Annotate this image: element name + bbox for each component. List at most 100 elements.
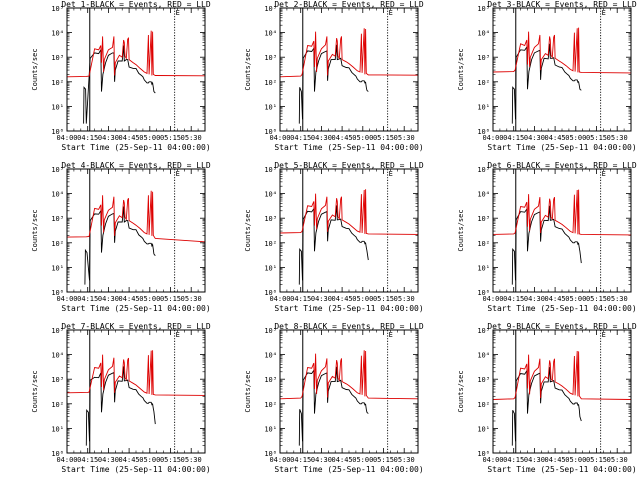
- plot-frame: [66, 168, 206, 293]
- panel-7: Det 7-BLACK = Events, RED = LLD Counts/se…: [31, 322, 211, 474]
- x-tick-label: 05:30: [394, 134, 415, 142]
- y-tick-label: 10⁰: [264, 450, 277, 458]
- y-tick-label: 10⁰: [477, 128, 490, 136]
- x-tick-label: 04:30: [98, 295, 119, 303]
- x-tick-label: 05:15: [373, 134, 394, 142]
- x-tick-label: 05:30: [181, 134, 202, 142]
- y-tick-label: 10¹: [477, 425, 490, 433]
- lld-series: [493, 27, 631, 74]
- y-tick-label: 10³: [51, 215, 64, 223]
- time-marker-tag: E: [176, 331, 180, 339]
- x-tick-label: 04:30: [524, 295, 545, 303]
- panel-title: Det 9-BLACK = Events, RED = LLD: [487, 322, 636, 331]
- y-tick-label: 10⁰: [51, 450, 64, 458]
- plot-frame: [492, 329, 632, 454]
- y-tick-label: 10²: [477, 401, 490, 409]
- x-tick-label: 04:30: [524, 134, 545, 142]
- time-marker-tag: E: [602, 331, 606, 339]
- y-tick-label: 10²: [51, 401, 64, 409]
- x-tick-label: 05:15: [586, 295, 607, 303]
- plot-frame: [279, 168, 419, 293]
- y-tick-label: 10⁰: [264, 289, 277, 297]
- x-axis-label: Start Time (25-Sep-11 04:00:00): [274, 465, 423, 474]
- x-tick-label: 04:45: [545, 295, 566, 303]
- x-tick-label: 04:45: [119, 456, 140, 464]
- x-tick-label: 04:15: [290, 295, 311, 303]
- y-tick-label: 10¹: [264, 425, 277, 433]
- x-axis-label: Start Time (25-Sep-11 04:00:00): [61, 304, 210, 313]
- panel-4: Det 4-BLACK = Events, RED = LLD Counts/se…: [31, 161, 211, 313]
- y-tick-label: 10⁴: [477, 352, 490, 360]
- panel-title: Det 7-BLACK = Events, RED = LLD: [61, 322, 210, 331]
- x-tick-label: 04:45: [545, 134, 566, 142]
- events-series: [298, 366, 369, 446]
- panel-title: Det 5-BLACK = Events, RED = LLD: [274, 161, 423, 170]
- lld-series: [493, 350, 631, 400]
- x-tick-label: 04:15: [290, 134, 311, 142]
- y-tick-label: 10⁰: [477, 450, 490, 458]
- x-tick-label: 04:00: [482, 456, 503, 464]
- y-tick-label: 10¹: [477, 103, 490, 111]
- time-marker-tag: E: [389, 9, 393, 17]
- x-axis-label: Start Time (25-Sep-11 04:00:00): [61, 143, 210, 152]
- x-axis-label: Start Time (25-Sep-11 04:00:00): [487, 143, 636, 152]
- plot-frame: [66, 329, 206, 454]
- x-tick-label: 05:00: [352, 134, 373, 142]
- lld-series: [67, 30, 205, 78]
- y-tick-label: 10³: [51, 376, 64, 384]
- x-tick-label: 05:30: [607, 456, 628, 464]
- y-tick-label: 10⁵: [477, 5, 490, 13]
- x-tick-label: 04:00: [56, 295, 77, 303]
- y-tick-label: 10¹: [51, 103, 64, 111]
- y-tick-label: 10³: [477, 54, 490, 62]
- x-tick-label: 05:15: [160, 134, 181, 142]
- events-series: [85, 366, 156, 446]
- events-series: [83, 45, 156, 124]
- panel-title: Det 3-BLACK = Events, RED = LLD: [487, 0, 636, 9]
- x-axis-label: Start Time (25-Sep-11 04:00:00): [274, 143, 423, 152]
- time-marker-tag: E: [389, 170, 393, 178]
- x-tick-label: 04:45: [332, 134, 353, 142]
- time-marker-tag: E: [176, 9, 180, 17]
- y-tick-label: 10⁵: [477, 327, 490, 335]
- y-tick-label: 10³: [264, 54, 277, 62]
- x-axis-label: Start Time (25-Sep-11 04:00:00): [61, 465, 210, 474]
- y-axis-label: Counts/sec: [457, 209, 465, 251]
- x-tick-label: 05:30: [607, 295, 628, 303]
- y-tick-label: 10⁰: [51, 289, 64, 297]
- x-tick-label: 04:15: [503, 295, 524, 303]
- y-tick-label: 10⁵: [264, 327, 277, 335]
- x-tick-label: 05:00: [565, 456, 586, 464]
- events-series: [298, 205, 369, 285]
- x-tick-label: 05:15: [160, 295, 181, 303]
- x-tick-label: 04:15: [77, 134, 98, 142]
- y-axis-label: Counts/sec: [31, 48, 39, 90]
- x-tick-label: 05:30: [181, 456, 202, 464]
- y-tick-label: 10⁰: [264, 128, 277, 136]
- y-tick-label: 10⁴: [477, 30, 490, 38]
- y-tick-label: 10²: [477, 240, 490, 248]
- time-marker-tag: E: [602, 9, 606, 17]
- x-tick-label: 05:15: [373, 295, 394, 303]
- y-tick-label: 10²: [51, 240, 64, 248]
- panel-6: Det 6-BLACK = Events, RED = LLD Counts/se…: [457, 161, 637, 313]
- panel-title: Det 2-BLACK = Events, RED = LLD: [274, 0, 423, 9]
- panel-5: Det 5-BLACK = Events, RED = LLD Counts/se…: [244, 161, 424, 313]
- plot-frame: [492, 7, 632, 132]
- panel-title: Det 8-BLACK = Events, RED = LLD: [274, 322, 423, 331]
- x-tick-label: 05:30: [607, 134, 628, 142]
- y-tick-label: 10⁴: [264, 30, 277, 38]
- y-tick-label: 10⁴: [264, 191, 277, 199]
- x-tick-label: 04:00: [269, 295, 290, 303]
- y-tick-label: 10¹: [51, 264, 64, 272]
- x-tick-label: 05:00: [139, 456, 160, 464]
- x-tick-label: 05:00: [352, 295, 373, 303]
- y-tick-label: 10²: [51, 79, 64, 87]
- lld-series: [67, 190, 205, 243]
- x-tick-label: 05:30: [394, 295, 415, 303]
- time-marker-tag: E: [176, 170, 180, 178]
- events-series: [84, 206, 156, 285]
- events-series: [298, 44, 369, 124]
- x-tick-label: 04:45: [119, 295, 140, 303]
- panel-9: Det 9-BLACK = Events, RED = LLD Counts/se…: [457, 322, 637, 474]
